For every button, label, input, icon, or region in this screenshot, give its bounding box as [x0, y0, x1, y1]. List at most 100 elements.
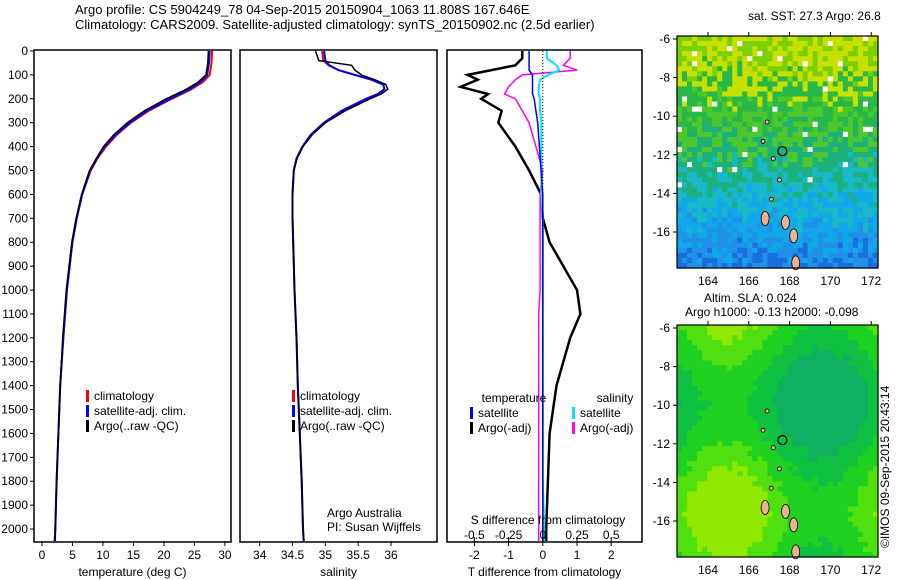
map-cell — [817, 536, 824, 543]
map-cell — [787, 61, 794, 67]
y-tick-label: 600 — [8, 187, 28, 201]
map-cell — [837, 197, 844, 204]
map-cell — [717, 521, 723, 528]
map-cell — [822, 126, 829, 133]
map-cell — [747, 546, 753, 553]
map-cell — [842, 242, 849, 249]
map-cell — [722, 222, 728, 229]
map-cell — [812, 51, 819, 57]
map-cell — [812, 420, 819, 427]
map-cell — [782, 405, 789, 412]
map-cell — [817, 197, 824, 204]
map-cell — [712, 131, 718, 138]
map-cell — [792, 446, 799, 452]
map-cell — [687, 86, 693, 93]
map-cell — [812, 516, 819, 523]
map-cell — [747, 182, 753, 188]
map-cell — [822, 222, 829, 229]
map-cell — [702, 162, 708, 168]
map-cell — [852, 385, 859, 392]
map-cell — [847, 446, 854, 452]
map-cell — [737, 400, 743, 407]
map-cell — [767, 232, 774, 239]
map-cell — [712, 56, 718, 62]
map-cell — [867, 430, 874, 437]
map-cell — [677, 420, 683, 427]
map-cell — [722, 471, 728, 477]
map-cell — [727, 405, 733, 412]
map-cell — [777, 71, 784, 77]
map-cell — [817, 476, 824, 482]
map-cell — [687, 56, 693, 62]
map-cell — [822, 410, 829, 417]
map-cell — [702, 61, 708, 67]
map-cell — [832, 116, 839, 123]
map-cell — [857, 61, 864, 67]
map-cell — [737, 247, 743, 254]
map-cell — [712, 177, 718, 183]
map-cell — [752, 46, 758, 52]
map-cell — [717, 451, 723, 457]
map-cell — [842, 425, 849, 432]
map-cell — [872, 476, 879, 482]
map-cell — [852, 536, 859, 543]
map-cell — [862, 76, 869, 82]
map-cell — [847, 355, 854, 361]
map-cell — [742, 506, 748, 513]
map-cell — [732, 360, 738, 366]
map-cell — [857, 131, 864, 138]
map-cell — [847, 350, 854, 356]
map-cell — [772, 551, 779, 558]
map-cell — [762, 340, 769, 346]
map-cell — [842, 197, 849, 204]
map-cell — [707, 446, 713, 452]
map-cell — [747, 390, 753, 397]
map-cell — [747, 360, 753, 366]
map-cell — [767, 395, 774, 402]
map-cell — [847, 536, 854, 543]
map-cell — [687, 197, 693, 204]
map-cell — [692, 86, 698, 93]
map-cell — [837, 405, 844, 412]
map-cell — [807, 131, 814, 138]
map-cell — [727, 340, 733, 346]
map-cell — [817, 400, 824, 407]
map-cell — [752, 521, 758, 528]
map-cell — [802, 446, 809, 452]
map-cell — [852, 415, 859, 422]
map-cell — [712, 375, 718, 382]
map-cell — [732, 76, 738, 82]
map-cell — [872, 420, 879, 427]
map-cell — [732, 501, 738, 508]
map-cell — [712, 192, 718, 198]
map-cell — [842, 157, 849, 163]
map-cell — [687, 511, 693, 518]
map-cell — [697, 546, 703, 553]
map-cell — [702, 335, 708, 341]
map-cell — [807, 227, 814, 234]
map-cell — [747, 177, 753, 183]
map-cell — [692, 116, 698, 123]
map-cell — [702, 71, 708, 77]
map-cell — [797, 405, 804, 412]
map-cell — [707, 451, 713, 457]
map-cell — [742, 71, 748, 77]
map-cell — [847, 152, 854, 158]
map-cell — [687, 252, 693, 259]
map-cell — [682, 61, 688, 67]
map-cell — [827, 197, 834, 204]
map-frame — [676, 324, 879, 558]
map-cell — [862, 131, 869, 138]
map-cell — [867, 541, 874, 548]
map-cell — [767, 491, 774, 498]
map-cell — [842, 476, 849, 482]
map-cell — [822, 355, 829, 361]
map-cell — [737, 390, 743, 397]
map-cell — [697, 390, 703, 397]
map-cell — [682, 51, 688, 57]
map-cell — [837, 536, 844, 543]
map-cell — [742, 481, 748, 487]
map-cell — [822, 262, 829, 269]
y-tick-label: 700 — [8, 211, 28, 225]
map-cell — [692, 252, 698, 259]
